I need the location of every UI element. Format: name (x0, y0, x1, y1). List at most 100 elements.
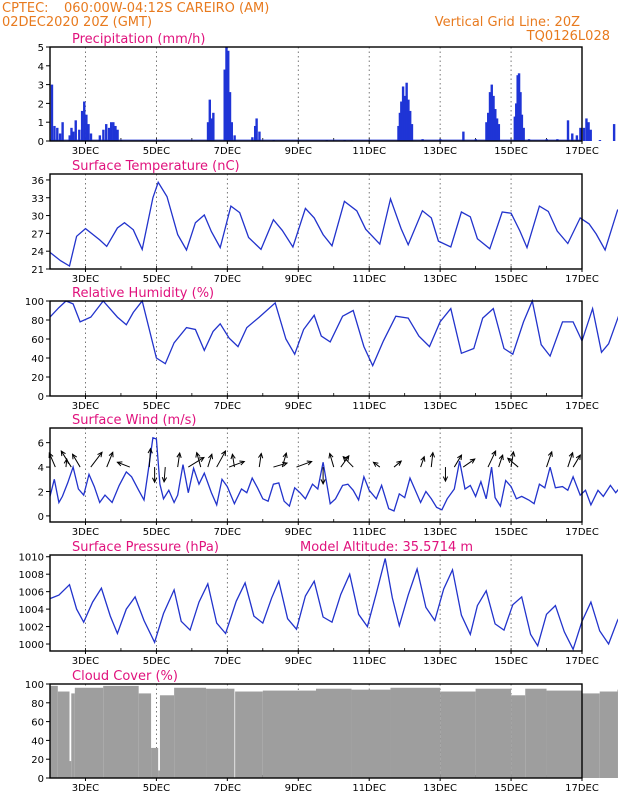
wind-arrow-head (108, 451, 114, 458)
precip-bar (401, 86, 405, 141)
wind-arrow (148, 448, 152, 468)
x-tick-label: 17DEC (565, 527, 599, 538)
precip-bar (80, 110, 84, 141)
precip-bar (58, 133, 62, 141)
cloud-cover-block (599, 691, 618, 778)
x-tick-label: 17DEC (565, 146, 599, 157)
precip-bar (488, 92, 492, 141)
y-tick-label: 0 (38, 392, 44, 403)
wind-arrow (231, 454, 235, 468)
panel-frame (49, 173, 583, 270)
wind-arrow (163, 467, 166, 482)
wind-arrow (228, 460, 245, 468)
wind-arrow (507, 457, 519, 468)
x-tick-label: 17DEC (565, 401, 599, 412)
precip-bar (582, 127, 586, 141)
wind-arrow (572, 454, 581, 468)
precip-bar (206, 122, 210, 141)
x-tick-label: 9DEC (285, 401, 312, 412)
wind-arrow-head (230, 453, 236, 460)
wind-arrow-head (152, 477, 158, 484)
precip-bar (612, 124, 616, 141)
wind-arrow-head (147, 447, 153, 454)
panel-frame (49, 46, 583, 142)
x-tick-label: 13DEC (423, 274, 457, 285)
x-tick-label: 13DEC (423, 783, 457, 794)
precip-bar (116, 129, 119, 141)
y-tick-label: 2 (38, 99, 44, 110)
wind-arrow-head (176, 451, 182, 458)
wind-arrow-head (320, 479, 326, 486)
y-tick-label: 24 (31, 247, 44, 258)
x-tick-label: 7DEC (214, 783, 241, 794)
wind-arrow-head (568, 451, 574, 458)
y-tick-label: 60 (31, 335, 44, 346)
panel-frame (49, 554, 583, 652)
x-tick-label: 15DEC (494, 527, 528, 538)
panel-title: Surface Wind (m/s) (72, 413, 196, 428)
wind-arrow (90, 451, 103, 468)
wind-arrow-head (195, 451, 201, 458)
wind-arrow (72, 454, 81, 468)
x-tick-label: 13DEC (423, 527, 457, 538)
x-tick-label: 3DEC (72, 146, 99, 157)
x-tick-label: 5DEC (143, 146, 170, 157)
wind-arrow (273, 462, 288, 468)
precip-bar (78, 129, 81, 141)
precip-bar (405, 82, 408, 141)
precip-bar (403, 95, 407, 141)
wind-arrow-head (328, 452, 334, 459)
x-tick-label: 3DEC (72, 274, 99, 285)
wind-arrow-head (372, 461, 379, 467)
cloud-cover-block (316, 688, 352, 778)
precip-bar (223, 69, 226, 141)
panel-title: Precipitation (mm/h) (72, 32, 205, 47)
wind-arrow (567, 452, 574, 468)
wind-arrow (60, 450, 72, 468)
wind-arrow (106, 452, 114, 468)
precip-bar (233, 135, 236, 141)
precip-bar (598, 140, 602, 141)
precip-bar (492, 95, 495, 141)
precip-bar (74, 120, 77, 141)
precip-bar (579, 127, 582, 141)
precip-bar (225, 47, 228, 141)
wind-arrow (462, 458, 476, 468)
panel-title: Relative Humidity (%) (72, 286, 214, 301)
wind-arrow (258, 453, 262, 468)
cloud-cover-block (525, 688, 547, 778)
wind-arrow-head (161, 477, 168, 484)
wind-arrow-head (575, 454, 581, 461)
x-tick-label: 9DEC (285, 527, 312, 538)
y-tick-label: 1 (38, 118, 44, 129)
precip-bar (408, 110, 412, 141)
precip-bar (522, 127, 525, 141)
y-tick-label: 4 (38, 62, 44, 73)
model-altitude-label: Model Altitude: 35.5714 m (300, 540, 473, 555)
x-tick-label: 11DEC (352, 656, 386, 667)
x-tick-label: 3DEC (72, 401, 99, 412)
wind-arrow (296, 460, 312, 468)
y-tick-label: 1004 (19, 605, 44, 616)
x-tick-label: 9DEC (285, 146, 312, 157)
cloud-cover-block (511, 695, 526, 778)
y-tick-label: 36 (31, 176, 44, 187)
precip-bar (208, 99, 211, 141)
wind-arrow-head (258, 452, 264, 459)
panel-3: Relative Humidity (%) 3DEC 5DEC 7DEC 9DEC 11D… (25, 286, 618, 412)
panel-5: Surface Pressure (hPa) Model Altitude: 35… (19, 540, 618, 667)
wind-arrow-head (491, 450, 497, 457)
precip-bar (212, 112, 215, 141)
precip-bar (68, 135, 71, 141)
wind-arrow-head (547, 450, 553, 457)
wind-arrow (207, 454, 213, 468)
precip-bar (89, 133, 93, 141)
precip-bar (410, 124, 414, 141)
precip-bar (210, 118, 213, 141)
series-line (49, 436, 618, 512)
wind-arrow-head (97, 451, 103, 458)
x-tick-label: 5DEC (143, 401, 170, 412)
precip-bar (110, 122, 113, 141)
x-tick-label: 5DEC (143, 527, 170, 538)
